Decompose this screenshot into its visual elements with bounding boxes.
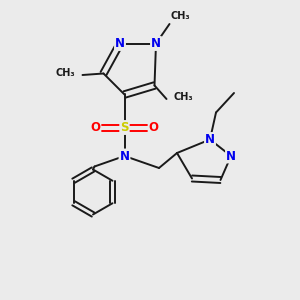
Text: S: S [120,121,129,134]
Text: O: O [90,121,100,134]
Text: O: O [148,121,159,134]
Text: N: N [226,149,236,163]
Text: N: N [151,37,161,50]
Text: N: N [119,149,130,163]
Text: CH₃: CH₃ [56,68,75,79]
Text: CH₃: CH₃ [171,11,190,21]
Text: N: N [115,37,125,50]
Text: N: N [205,133,215,146]
Text: CH₃: CH₃ [174,92,194,103]
